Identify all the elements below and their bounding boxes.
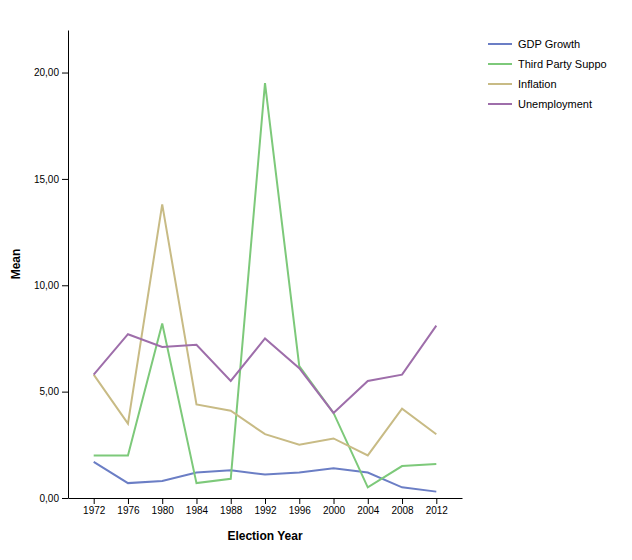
x-tick-mark: [334, 498, 335, 504]
x-tick-label: 1992: [254, 505, 277, 516]
y-axis-title: Mean: [9, 249, 23, 280]
y-tick-label: 0,00: [40, 493, 60, 504]
y-tick: 10,00: [34, 280, 68, 291]
y-tick: 15,00: [34, 174, 68, 185]
x-tick-mark: [162, 498, 163, 504]
x-tick-mark: [299, 498, 300, 504]
x-tick: 1980: [152, 498, 175, 516]
x-tick-label: 1984: [186, 505, 209, 516]
x-tick-mark: [196, 498, 197, 504]
legend-item: Inflation: [488, 78, 557, 90]
x-tick: 1972: [83, 498, 106, 516]
x-axis-title: Election Year: [227, 529, 302, 543]
x-tick: 1988: [220, 498, 243, 516]
x-axis: 1972 1976 1980 1984 1988 1992 1996 2000 2004 2008…: [69, 498, 463, 516]
x-tick: 1992: [254, 498, 277, 516]
chart: 1972 1976 1980 1984 1988 1992 1996 2000 2004 2008…: [0, 0, 632, 560]
legend-swatch: [488, 83, 512, 85]
legend-item: GDP Growth: [488, 38, 580, 50]
y-tick-label: 20,00: [34, 67, 59, 78]
x-tick: 1996: [289, 498, 312, 516]
legend-label: Inflation: [518, 78, 557, 90]
y-tick-mark: [62, 73, 68, 74]
x-tick-mark: [128, 498, 129, 504]
x-tick: 2000: [323, 498, 346, 516]
y-tick-mark: [62, 179, 68, 180]
y-tick-label: 10,00: [34, 280, 59, 291]
y-tick: 0,00: [40, 493, 68, 504]
legend-label: Third Party Suppo: [518, 58, 607, 70]
x-tick-mark: [231, 498, 232, 504]
legend-item: Third Party Suppo: [488, 58, 607, 70]
y-axis: 0,00 5,00 10,00 15,00 20,00: [34, 31, 69, 504]
x-tick: 2012: [426, 498, 449, 516]
x-tick-mark: [94, 498, 95, 504]
series-line: [94, 326, 437, 413]
series-line: [94, 83, 437, 487]
series-lines: [94, 83, 437, 491]
x-tick-label: 2000: [323, 505, 346, 516]
x-tick-label: 1988: [220, 505, 243, 516]
y-tick: 20,00: [34, 67, 68, 78]
x-tick-mark: [368, 498, 369, 504]
x-tick-mark: [402, 498, 403, 504]
legend-swatch: [488, 103, 512, 105]
y-tick-label: 5,00: [40, 386, 60, 397]
x-tick-label: 1996: [289, 505, 312, 516]
x-tick-label: 2012: [426, 505, 449, 516]
plot-area: 1972 1976 1980 1984 1988 1992 1996 2000 2004 2008…: [9, 31, 607, 544]
x-tick: 2008: [391, 498, 414, 516]
x-tick-mark: [265, 498, 266, 504]
x-tick-label: 1980: [152, 505, 175, 516]
legend: GDP Growth Third Party Suppo Inflation Unem…: [488, 38, 607, 110]
y-tick-mark: [62, 285, 68, 286]
legend-label: GDP Growth: [518, 38, 580, 50]
y-tick: 5,00: [40, 386, 68, 397]
y-axis-line: [68, 31, 69, 499]
y-tick-mark: [62, 392, 68, 393]
x-tick-label: 1976: [117, 505, 140, 516]
x-tick-label: 1972: [83, 505, 106, 516]
x-tick: 1976: [117, 498, 140, 516]
x-tick-label: 2004: [357, 505, 380, 516]
x-tick: 1984: [186, 498, 209, 516]
x-tick: 2004: [357, 498, 380, 516]
x-tick-label: 2008: [391, 505, 414, 516]
legend-label: Unemployment: [518, 98, 592, 110]
x-tick-mark: [436, 498, 437, 504]
series-line: [94, 204, 437, 455]
y-tick-label: 15,00: [34, 174, 59, 185]
legend-item: Unemployment: [488, 98, 592, 110]
legend-swatch: [488, 63, 512, 65]
legend-swatch: [488, 43, 512, 45]
y-tick-mark: [62, 498, 68, 499]
